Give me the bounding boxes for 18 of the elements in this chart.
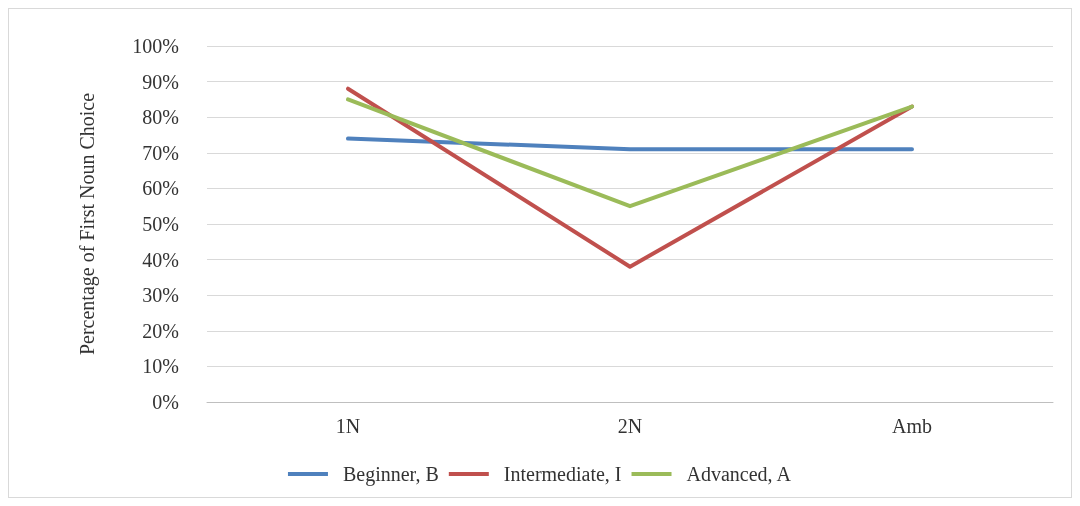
y-tick-label: 20%	[142, 319, 179, 342]
y-tick-label: 70%	[142, 141, 179, 164]
legend-label: Advanced, A	[686, 463, 792, 485]
x-tick-label: Amb	[892, 415, 932, 437]
y-tick-label: 10%	[142, 355, 179, 378]
y-tick-label: 0%	[152, 391, 179, 413]
y-tick-label: 90%	[142, 70, 179, 93]
y-tick-label: 30%	[142, 284, 179, 307]
y-tick-label: 100%	[132, 35, 179, 57]
y-tick-label: 50%	[142, 213, 179, 235]
y-tick-label: 60%	[142, 177, 179, 200]
legend-label: Beginner, B	[342, 463, 439, 486]
x-tick-label: 2N	[617, 415, 643, 437]
legend-label: Intermediate, I	[503, 463, 622, 485]
y-tick-label: 40%	[142, 248, 179, 271]
y-axis-title: Percentage of First Noun Choice	[76, 92, 99, 356]
x-tick-label: 1N	[335, 415, 361, 437]
y-tick-label: 80%	[142, 106, 179, 129]
